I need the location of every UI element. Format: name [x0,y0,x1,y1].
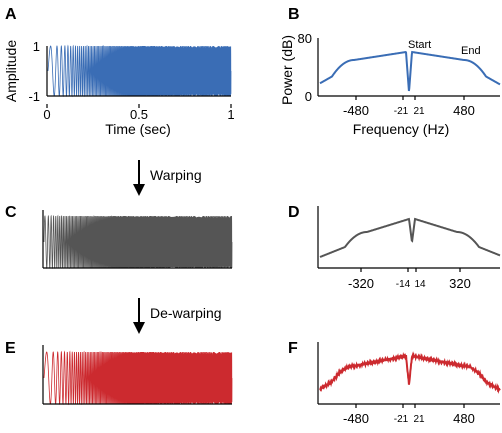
y-axis-label-a: Amplitude [3,40,19,102]
warping-arrow: Warping [133,160,202,196]
x-tick-f-3: 480 [453,411,475,426]
dewarping-arrow: De-warping [133,298,222,334]
annotation-start: Start [408,39,431,51]
x-tick-b-3: 480 [453,103,475,118]
x-tick-a-2: 1 [227,107,234,122]
panel-b: -480 -21 21 480 80 0 Frequency (Hz) Powe… [279,31,501,137]
panel-c [42,210,233,270]
warping-label: Warping [150,167,202,183]
x-tick-d-2: 14 [414,279,426,290]
chirp-waveform-c [43,214,233,270]
x-tick-a-0: 0 [43,107,50,122]
y-tick-b-1: 0 [305,89,312,104]
chirp-waveform-a [47,44,232,98]
spectrum-curve-f [319,351,501,395]
panel-e [42,345,233,406]
annotation-end: End [461,45,481,57]
x-tick-b-2: 21 [413,106,425,117]
x-tick-b-1: -21 [394,106,409,117]
x-tick-d-1: -14 [396,279,411,290]
panel-f: -480 -21 21 480 [317,342,501,426]
y-tick-b-0: 80 [298,31,312,46]
panel-label-e: E [5,340,16,357]
panel-label-c: C [5,204,17,221]
x-tick-f-1: -21 [394,414,409,425]
panel-label-a: A [5,6,17,23]
x-axis-label-b: Frequency (Hz) [353,121,449,137]
x-tick-b-0: -480 [343,103,369,118]
spectrum-curve-b [319,50,501,92]
panel-a: 0 0.5 1 1 -1 Time (sec) Amplitude [3,39,235,137]
y-tick-a-1: -1 [28,89,40,104]
panel-label-f: F [288,340,298,357]
spectrum-curve-d [319,217,501,258]
x-tick-d-3: 320 [449,276,471,291]
dewarping-label: De-warping [150,305,222,321]
panel-d: -320 -14 14 320 [317,206,501,291]
x-tick-f-2: 21 [413,414,425,425]
panel-label-d: D [288,204,300,221]
x-tick-a-1: 0.5 [130,107,148,122]
panel-label-b: B [288,6,300,23]
x-axis-label-a: Time (sec) [105,121,171,137]
x-tick-d-0: -320 [348,276,374,291]
x-tick-f-0: -480 [343,411,369,426]
y-axis-label-b: Power (dB) [279,35,295,105]
chirp-waveform-e [43,350,233,406]
y-tick-a-0: 1 [33,39,40,54]
